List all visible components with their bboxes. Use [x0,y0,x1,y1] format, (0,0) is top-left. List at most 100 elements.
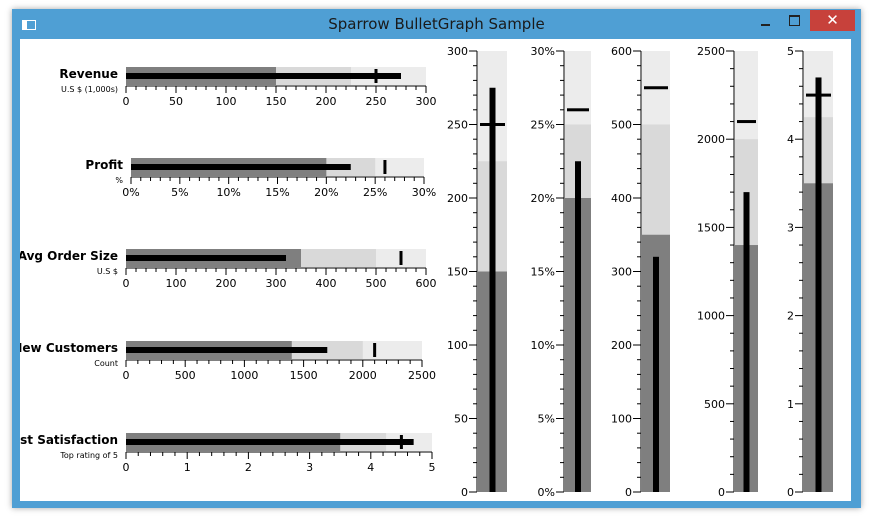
tick-label: 30% [412,186,436,199]
tick-label: 5% [171,186,188,199]
tick-label: 2000 [349,369,377,382]
tick-label: 100 [611,413,632,426]
tick-label: 0% [538,486,555,499]
bullet-target-marker [374,69,378,83]
close-icon[interactable]: ✕ [810,10,855,31]
tick-label: 400 [316,277,337,290]
bullet-target-marker [399,435,403,449]
tick-label: 0 [123,461,130,474]
bullet-subtitle: Count [94,359,118,368]
bullet-title: Avg Order Size [20,249,118,263]
tick-label: 4 [367,461,374,474]
app-icon[interactable] [22,20,36,30]
tick-label: 0 [123,95,130,108]
tick-label: 3 [787,221,794,234]
tick-label: 200 [216,277,237,290]
tick-label: 20% [314,186,338,199]
tick-label: 500 [611,119,632,132]
bullet-target-marker [480,123,505,126]
tick-label: 0 [787,486,794,499]
tick-label: 50 [454,413,468,426]
tick-label: 15% [265,186,289,199]
bullet-value-bar [489,87,496,492]
bullet-value-bar [815,77,822,493]
close-glyph: ✕ [826,11,839,29]
bullet-value-bar [575,161,581,492]
tick-label: 1500 [290,369,318,382]
tick-label: 200 [316,95,337,108]
tick-label: 0 [123,369,130,382]
tick-label: 1500 [697,221,725,234]
title-bar[interactable]: Sparrow BulletGraph Sample ✕ [12,9,861,39]
tick-label: 150 [266,95,287,108]
bullet-target-marker [373,343,377,357]
bullet-value-bar [743,192,750,492]
bullet-value-bar [126,439,414,445]
tick-label: 400 [611,192,632,205]
bullet-value-bar [126,73,401,79]
bullet-target-marker [383,160,387,174]
tick-label: 500 [175,369,196,382]
tick-label: 500 [366,277,387,290]
app-window: Sparrow BulletGraph Sample ✕ 0 50 100 150 20… [12,9,861,508]
tick-label: 300 [266,277,287,290]
tick-label: 500 [704,398,725,411]
minimize-icon[interactable] [752,10,778,31]
bullet-title: New Customers [20,341,118,355]
maximize-icon[interactable] [781,10,807,31]
bullet-target-marker [644,86,668,90]
tick-label: 600 [611,45,632,58]
tick-label: 20% [531,192,555,205]
tick-label: 50 [169,95,183,108]
tick-label: 3 [306,461,313,474]
bullet-title: Revenue [59,67,118,81]
tick-label: 300 [447,45,468,58]
tick-label: 300 [611,266,632,279]
bullet-value-bar [653,256,659,492]
tick-label: 1000 [697,310,725,323]
tick-label: 4 [787,133,794,146]
bullet-title: Profit [85,158,123,172]
tick-label: 1 [184,461,191,474]
tick-label: 25% [363,186,387,199]
tick-label: 2500 [408,369,436,382]
tick-label: 100 [216,95,237,108]
tick-label: 250 [447,119,468,132]
tick-label: 5 [429,461,436,474]
bullet-subtitle: % [115,176,123,185]
tick-label: 100 [447,339,468,352]
bullet-target-marker [399,251,403,265]
bullet-graph-panel: 0 50 100 150 200 250 300 Revenue U.S $ (1,000s) 0… [20,39,851,501]
tick-label: 10% [216,186,240,199]
tick-label: 1 [787,398,794,411]
tick-label: 0 [461,486,468,499]
tick-label: 150 [447,266,468,279]
tick-label: 30% [531,45,555,58]
tick-label: 5% [538,413,555,426]
bullet-target-marker [737,120,756,124]
tick-label: 200 [447,192,468,205]
tick-label: 2000 [697,133,725,146]
tick-label: 0 [123,277,130,290]
tick-label: 300 [416,95,437,108]
bullet-value-bar [131,164,351,170]
bullet-target-marker [567,108,589,112]
tick-label: 10% [531,339,555,352]
tick-label: 2 [245,461,252,474]
tick-label: 250 [366,95,387,108]
tick-label: 0 [718,486,725,499]
bullet-subtitle: Top rating of 5 [59,451,118,460]
bullet-subtitle: U.S $ [97,267,118,276]
tick-label: 2500 [697,45,725,58]
tick-label: 1000 [230,369,258,382]
tick-label: 100 [166,277,187,290]
tick-label: 25% [531,119,555,132]
bullet-value-bar [126,255,286,261]
tick-label: 2 [787,310,794,323]
window-title: Sparrow BulletGraph Sample [328,15,545,33]
tick-label: 5 [787,45,794,58]
bullet-value-bar [126,347,328,353]
bullet-subtitle: U.S $ (1,000s) [61,85,118,94]
tick-label: 0% [122,186,139,199]
